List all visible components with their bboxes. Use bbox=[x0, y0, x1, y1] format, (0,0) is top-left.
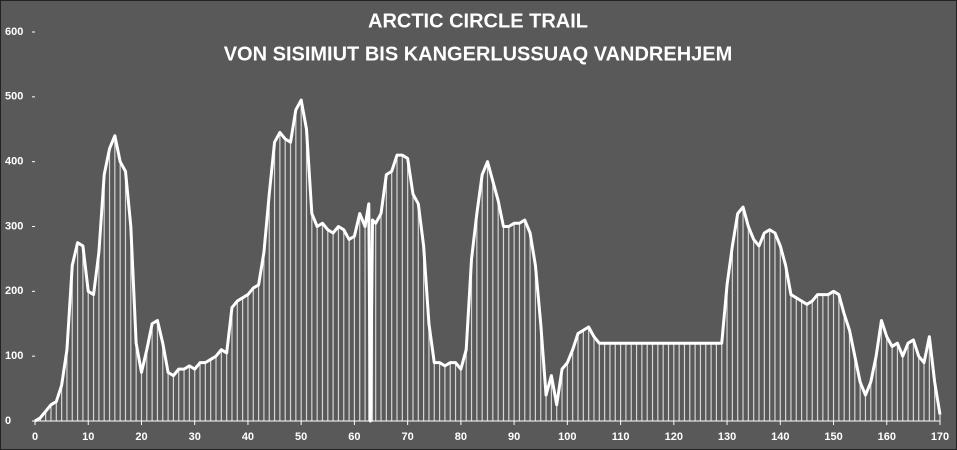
x-tick-label: 40 bbox=[242, 431, 254, 443]
x-tick-label: 120 bbox=[665, 431, 683, 443]
x-tick-label: 60 bbox=[348, 431, 360, 443]
profile-line bbox=[34, 98, 942, 423]
x-tick-label: 130 bbox=[718, 431, 736, 443]
chart-title: ARCTIC CIRCLE TRAIL bbox=[368, 10, 588, 32]
x-tick-label: 0 bbox=[32, 431, 38, 443]
x-tick-label: 20 bbox=[135, 431, 147, 443]
y-tick-label: 600 bbox=[5, 26, 23, 38]
x-tick-label: 30 bbox=[189, 431, 201, 443]
y-tick-label: 500 bbox=[5, 91, 23, 103]
x-tick-label: 70 bbox=[402, 431, 414, 443]
x-tick-label: 160 bbox=[878, 431, 896, 443]
x-tick-label: 140 bbox=[771, 431, 789, 443]
x-tick-label: 110 bbox=[612, 431, 630, 443]
x-tick-label: 50 bbox=[295, 431, 307, 443]
x-tick-label: 100 bbox=[558, 431, 576, 443]
y-tick-label: 200 bbox=[5, 285, 23, 297]
x-tick-label: 10 bbox=[82, 431, 94, 443]
x-tick-label: 170 bbox=[931, 431, 949, 443]
x-tick-label: 80 bbox=[455, 431, 467, 443]
chart-subtitle: VON SISIMIUT BIS KANGERLUSSUAQ VANDREHJE… bbox=[224, 43, 733, 65]
y-tick-label: 100 bbox=[5, 350, 23, 362]
y-tick-label: 0 bbox=[5, 415, 11, 427]
y-tick-label: 300 bbox=[5, 220, 23, 232]
y-tick-label: 400 bbox=[5, 156, 23, 168]
x-tick-label: 150 bbox=[824, 431, 842, 443]
x-tick-label: 90 bbox=[508, 431, 520, 443]
